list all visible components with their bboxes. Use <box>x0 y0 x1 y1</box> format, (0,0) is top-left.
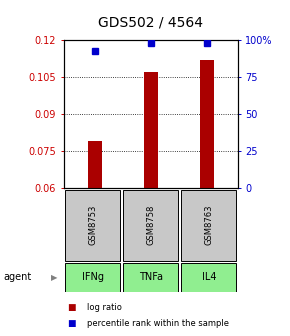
Text: IFNg: IFNg <box>82 272 104 282</box>
Text: agent: agent <box>3 272 31 282</box>
Text: ▶: ▶ <box>51 273 57 282</box>
Bar <box>181 191 236 261</box>
Text: GDS502 / 4564: GDS502 / 4564 <box>98 15 203 29</box>
Bar <box>88 141 102 188</box>
Text: GSM8763: GSM8763 <box>204 205 213 245</box>
Bar <box>181 263 236 292</box>
Text: GSM8753: GSM8753 <box>88 205 97 245</box>
Bar <box>65 191 120 261</box>
Text: GSM8758: GSM8758 <box>146 205 155 245</box>
Text: percentile rank within the sample: percentile rank within the sample <box>87 319 229 328</box>
Text: log ratio: log ratio <box>87 303 122 312</box>
Text: ■: ■ <box>67 303 75 312</box>
Bar <box>123 191 178 261</box>
Text: IL4: IL4 <box>202 272 216 282</box>
Bar <box>65 263 120 292</box>
Bar <box>200 60 214 188</box>
Text: ■: ■ <box>67 319 75 328</box>
Text: TNFa: TNFa <box>139 272 163 282</box>
Bar <box>123 263 178 292</box>
Bar <box>144 72 158 188</box>
